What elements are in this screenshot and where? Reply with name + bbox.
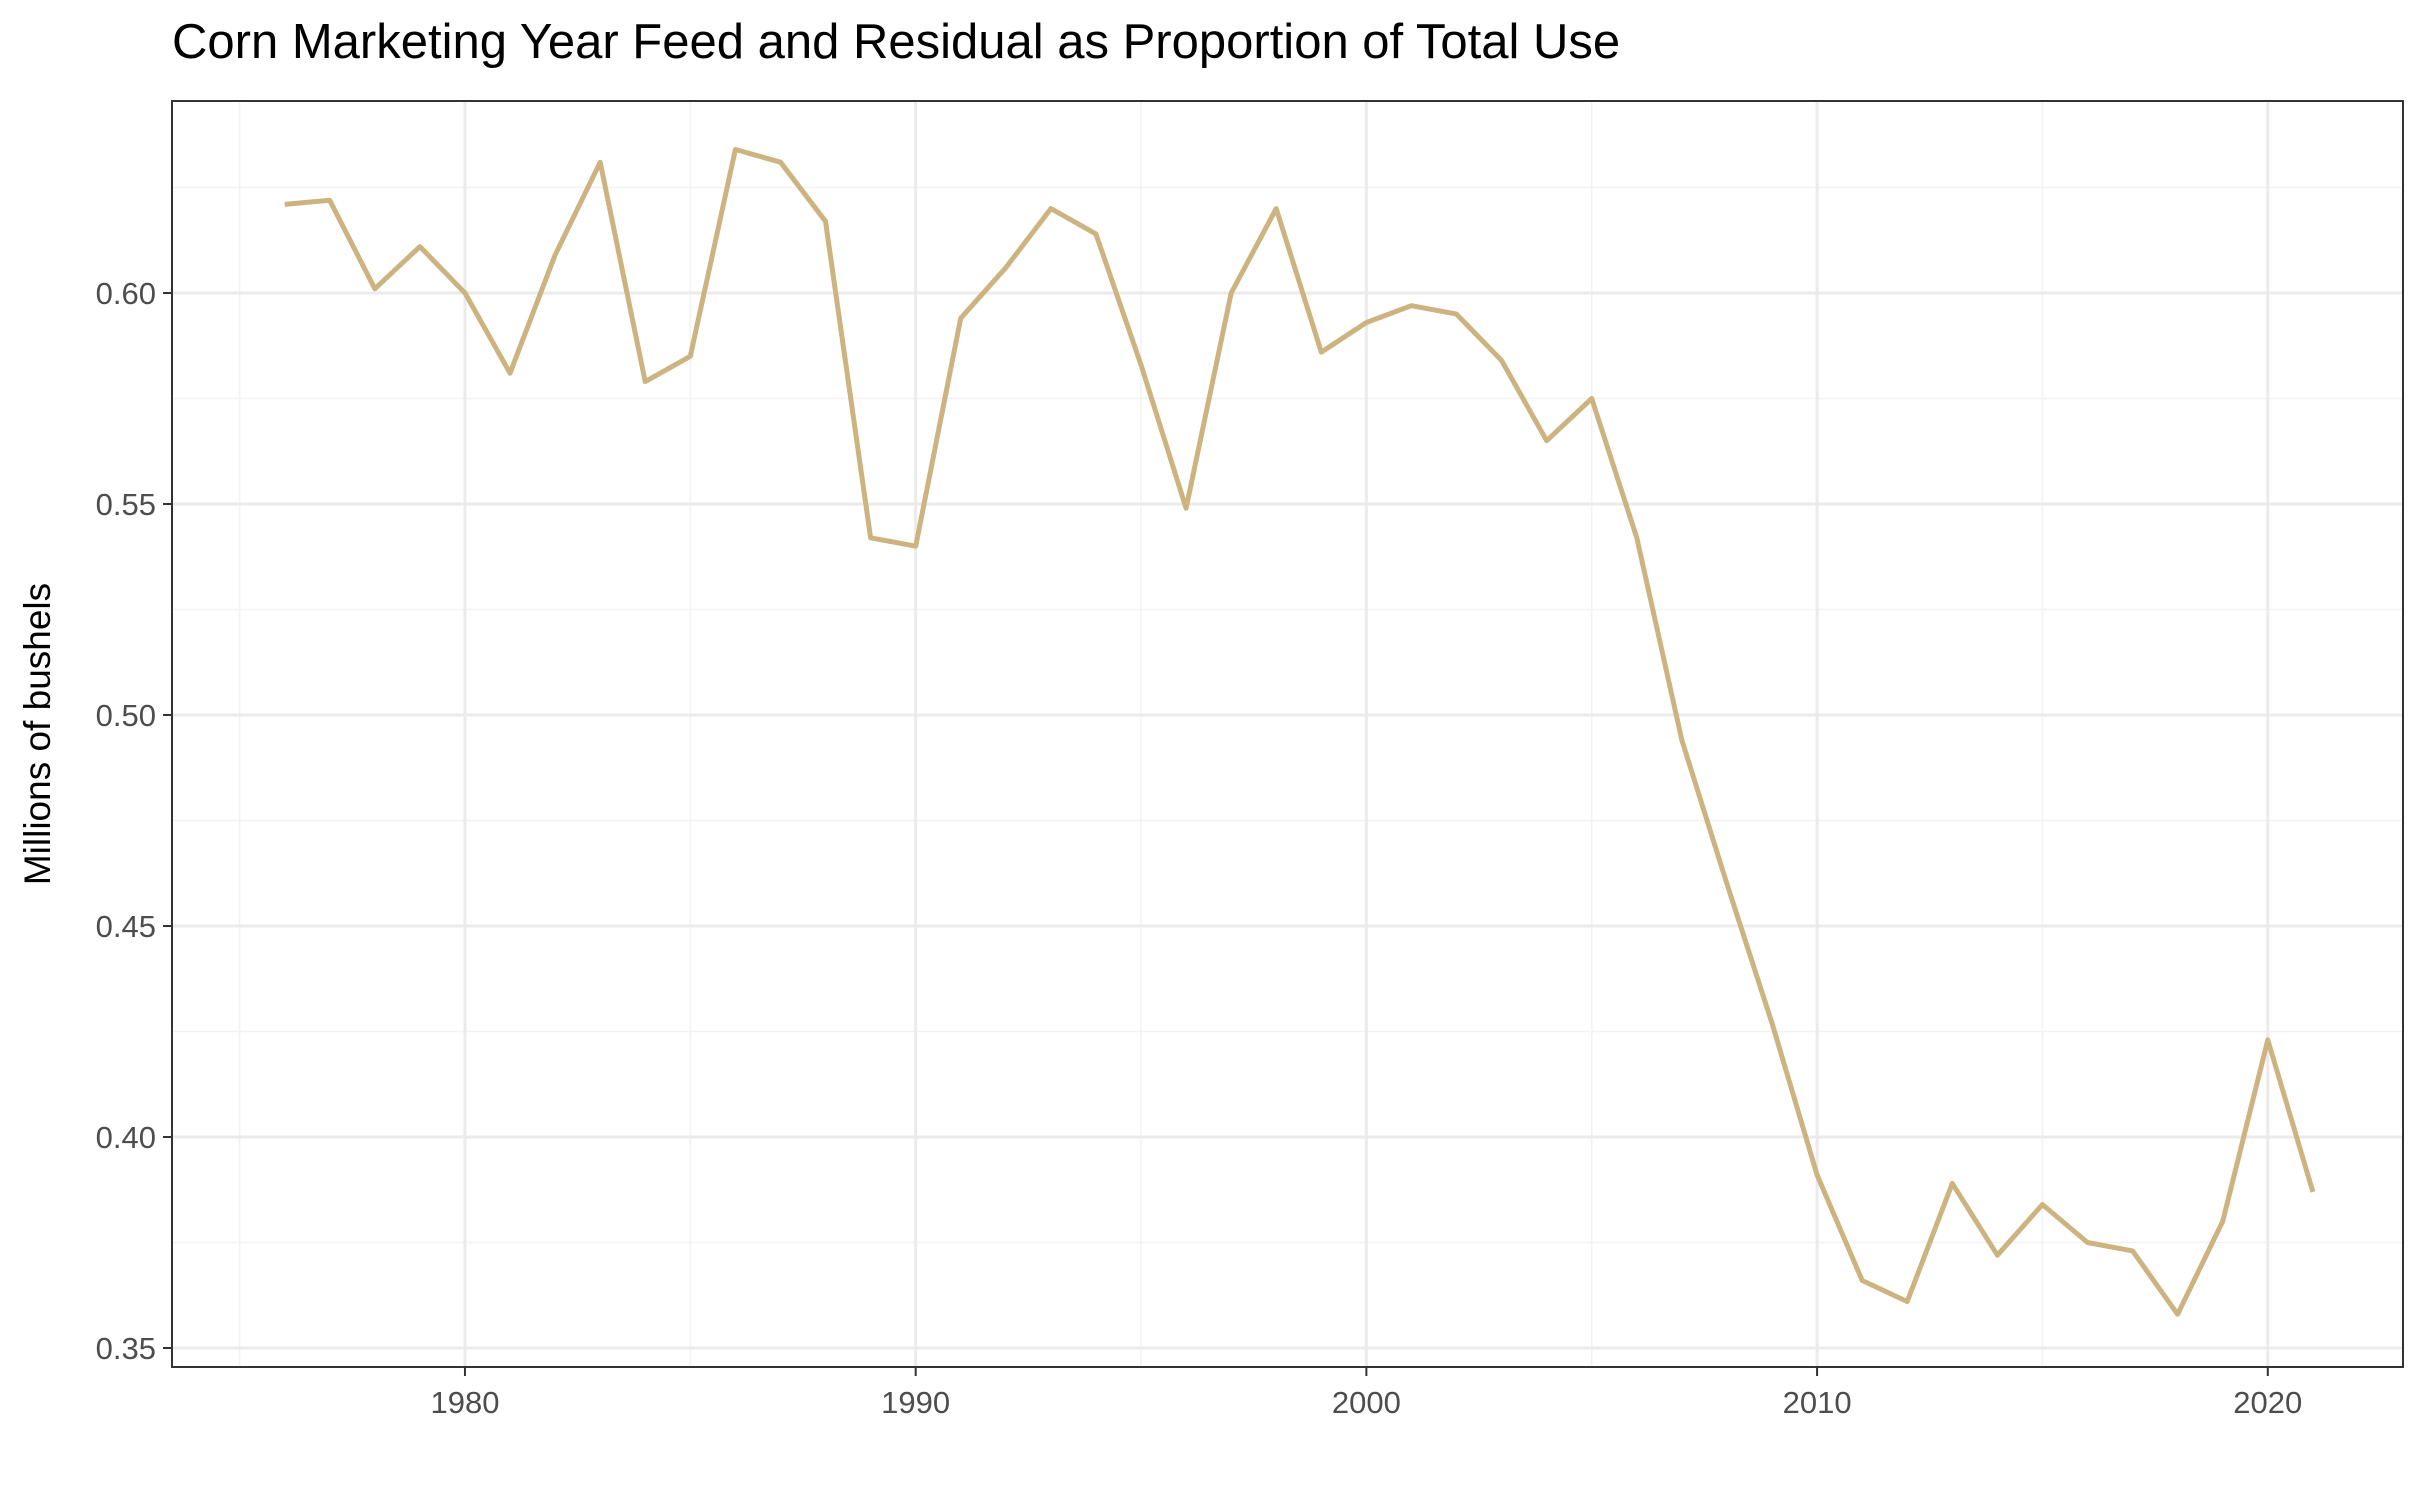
minor-grid (172, 101, 2403, 1367)
y-axis: 0.35 0.40 0.45 0.50 0.55 0.60 (96, 276, 172, 1366)
x-tick-label: 1980 (430, 1385, 499, 1420)
major-grid (172, 101, 2403, 1367)
plot-panel-border (171, 100, 2404, 1368)
series-layer (284, 147, 2316, 1317)
y-tick-label: 0.55 (96, 487, 156, 522)
y-tick-label: 0.50 (96, 698, 156, 733)
x-axis: 1980 1990 2000 2010 2020 (430, 1367, 2302, 1420)
y-tick-label: 0.60 (96, 276, 156, 311)
y-tick-label: 0.40 (96, 1120, 156, 1155)
chart-title: Corn Marketing Year Feed and Residual as… (172, 15, 1621, 69)
y-tick-label: 0.35 (96, 1331, 156, 1366)
y-axis-title: Millions of bushels (17, 583, 58, 885)
x-tick-label: 1990 (881, 1385, 950, 1420)
x-tick-label: 2000 (1332, 1385, 1401, 1420)
series-line (284, 147, 2316, 1317)
x-tick-label: 2010 (1783, 1385, 1852, 1420)
x-tick-label: 2020 (2233, 1385, 2302, 1420)
y-tick-label: 0.45 (96, 909, 156, 944)
